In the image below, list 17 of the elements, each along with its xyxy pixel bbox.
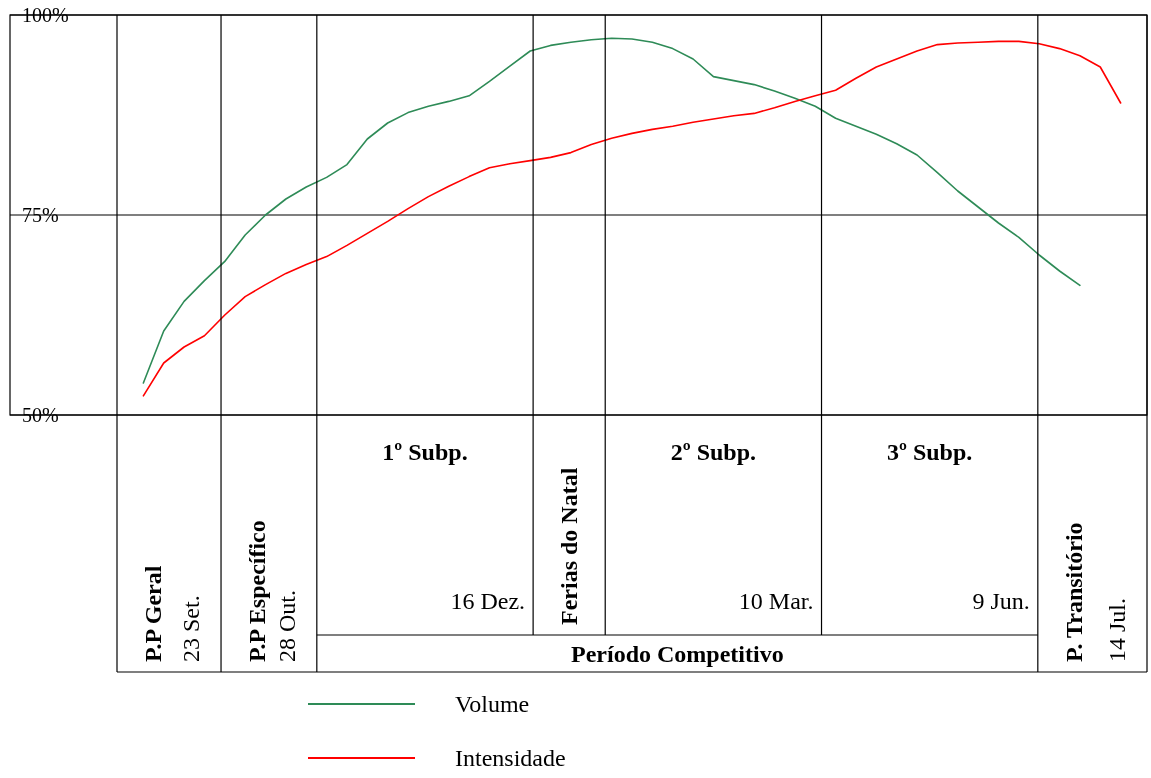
text: 10 Mar. bbox=[738, 588, 814, 614]
text: 14 Jul. bbox=[1104, 597, 1130, 662]
category-label: 2º Subp. bbox=[670, 439, 757, 465]
text: 16 Dez. bbox=[450, 588, 526, 614]
text: 23 Set. bbox=[178, 595, 205, 662]
category-label: P. Transitório bbox=[1060, 522, 1087, 662]
category-label: P.P Específico bbox=[244, 520, 271, 662]
legend-label: Volume bbox=[455, 691, 530, 717]
category-label: 1º Subp. bbox=[382, 439, 468, 465]
text: 28 Out. bbox=[273, 590, 300, 662]
category-label: P.P Geral bbox=[140, 565, 166, 662]
text: 9 Jun. bbox=[972, 588, 1030, 614]
legend-label: Intensidade bbox=[455, 745, 566, 771]
category-label: 3º Subp. bbox=[887, 439, 973, 465]
text: Período Competitivo bbox=[571, 640, 784, 667]
category-label: Ferias do Natal bbox=[556, 467, 583, 625]
y-tick-label: 75% bbox=[22, 204, 59, 226]
